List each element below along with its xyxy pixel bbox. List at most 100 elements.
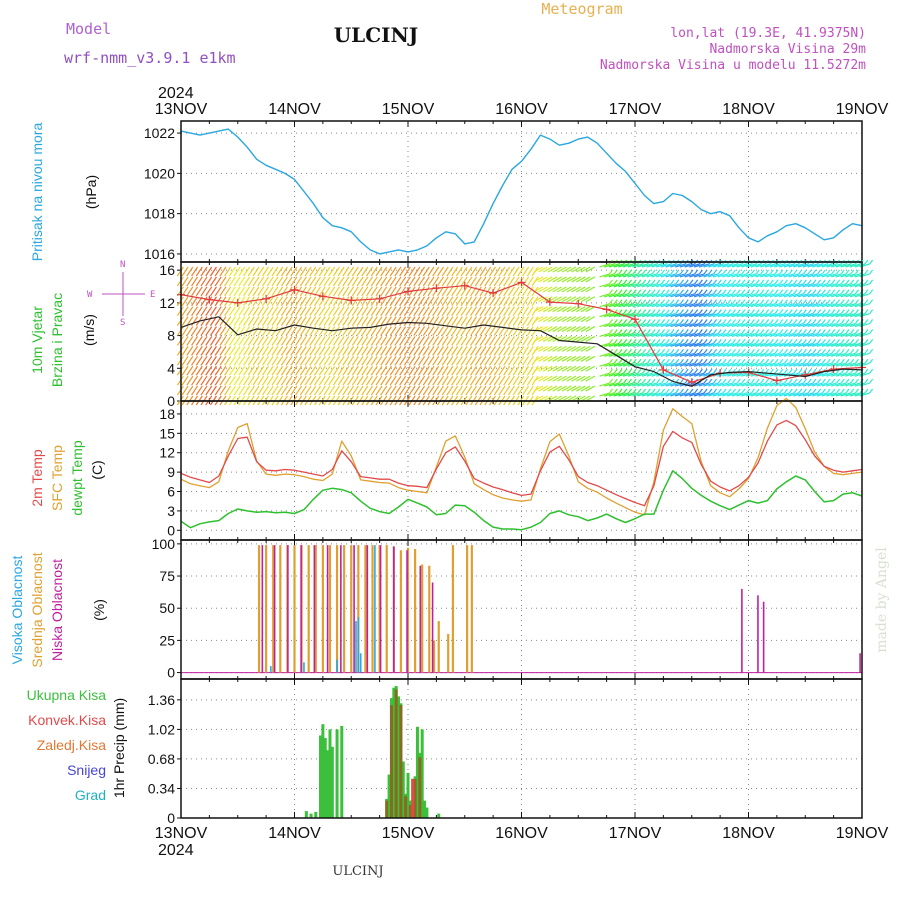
wind-barb bbox=[774, 263, 785, 268]
wind-barb-flag bbox=[679, 309, 684, 314]
wind-barb bbox=[418, 306, 426, 317]
wind-barb bbox=[200, 326, 208, 336]
wind-barb-flag bbox=[798, 358, 803, 364]
wind-barb bbox=[557, 395, 567, 402]
wind-barb-flag bbox=[632, 279, 637, 285]
wind-barb bbox=[290, 385, 298, 396]
wind-barb bbox=[618, 342, 629, 347]
wind-barb-flag bbox=[765, 299, 770, 305]
wind-barb-flag bbox=[642, 289, 647, 295]
wind-barb-flag bbox=[736, 329, 741, 334]
wind-barb bbox=[755, 382, 766, 387]
wind-barb bbox=[641, 352, 653, 357]
wind-barb bbox=[214, 385, 222, 396]
wind-barb bbox=[181, 296, 189, 307]
wind-barb bbox=[623, 392, 634, 397]
wind-barb bbox=[760, 392, 771, 397]
wind-barb-flag bbox=[722, 279, 727, 285]
wind-barb-flag bbox=[755, 309, 760, 314]
pressure-unit-label: (hPa) bbox=[83, 175, 99, 209]
wind-barb-flag bbox=[765, 289, 770, 295]
wind-barb-flag bbox=[651, 319, 656, 324]
wind-barb-flag bbox=[637, 299, 642, 305]
model-name: wrf-nmm_v3.9.1 e1km bbox=[64, 49, 236, 67]
wind-barb-flag bbox=[802, 378, 807, 384]
wind-barb bbox=[219, 286, 227, 297]
wind-barb bbox=[186, 276, 194, 287]
wind-barb-flag bbox=[727, 358, 732, 364]
wind-barb bbox=[585, 306, 596, 313]
wind-barb bbox=[608, 263, 620, 268]
wind-barb bbox=[224, 355, 232, 366]
wind-barb bbox=[816, 382, 828, 387]
wind-barb-flag bbox=[788, 299, 793, 305]
wind-barb bbox=[533, 276, 544, 283]
wind-barb bbox=[646, 273, 657, 278]
wind-barb-flag bbox=[741, 319, 746, 324]
wind-barb-flag bbox=[618, 348, 623, 354]
wind-barb bbox=[802, 293, 814, 298]
wind-barb-flag bbox=[646, 348, 651, 354]
wind-barb bbox=[741, 332, 752, 338]
wind-barb bbox=[566, 355, 577, 362]
wind-barb bbox=[408, 385, 416, 396]
wind-barb bbox=[280, 286, 288, 297]
wind-barb bbox=[708, 283, 719, 288]
wind-barb bbox=[679, 313, 691, 318]
wind-barb bbox=[209, 346, 217, 356]
wind-barb bbox=[793, 352, 804, 357]
wind-barb bbox=[698, 303, 710, 308]
wind-barb bbox=[632, 283, 643, 288]
wind-barb bbox=[850, 342, 861, 347]
wind-barb bbox=[526, 336, 534, 346]
wind-barb bbox=[774, 342, 785, 347]
wind-barb bbox=[840, 382, 851, 387]
wind-barb bbox=[840, 263, 851, 268]
wind-barb bbox=[389, 286, 397, 297]
wind-barb bbox=[233, 286, 241, 297]
wind-barb-flag bbox=[793, 378, 798, 384]
wind-barb bbox=[684, 322, 695, 328]
wind-barb bbox=[488, 296, 496, 307]
wind-barb-flag bbox=[722, 299, 727, 305]
wind-barb bbox=[812, 313, 823, 318]
wind-barb bbox=[351, 346, 359, 356]
wind-barb-flag bbox=[713, 348, 718, 354]
wind-barb bbox=[228, 385, 236, 396]
wind-barb bbox=[309, 355, 317, 366]
wind-barb bbox=[542, 296, 553, 303]
wind-barb bbox=[243, 266, 251, 277]
wind-barb-flag bbox=[802, 289, 807, 295]
wind-barb bbox=[656, 283, 667, 288]
wind-barb bbox=[238, 375, 246, 386]
wind-barb bbox=[769, 332, 780, 338]
wind-barb bbox=[835, 313, 847, 318]
wind-barb bbox=[698, 273, 710, 278]
wind-barb bbox=[503, 276, 511, 287]
wind-barb bbox=[821, 322, 832, 328]
wind-barb bbox=[637, 273, 648, 278]
wind-barb-flag bbox=[665, 309, 670, 314]
wind-barb bbox=[542, 375, 553, 382]
y-tick-label: 1018 bbox=[144, 206, 175, 222]
wind-barb bbox=[646, 362, 657, 367]
wind-barb bbox=[533, 365, 544, 372]
wind-barb bbox=[441, 266, 449, 277]
wind-barb-flag bbox=[736, 339, 741, 344]
wind-barb-flag bbox=[826, 339, 831, 344]
wind-barb bbox=[533, 306, 544, 313]
wind-barb bbox=[507, 375, 515, 386]
wind-barb-flag bbox=[651, 279, 656, 285]
wind-barb-flag bbox=[646, 309, 651, 314]
wind-barb bbox=[195, 336, 203, 346]
wind-barb bbox=[370, 286, 378, 297]
wind-barb bbox=[233, 375, 241, 386]
wind-barb bbox=[247, 336, 255, 346]
wind-barb bbox=[731, 303, 743, 308]
compass-west: W bbox=[87, 290, 93, 300]
wind-barb bbox=[656, 313, 667, 318]
wind-barb bbox=[191, 286, 199, 297]
wind-barb bbox=[323, 355, 331, 366]
wind-barb-flag bbox=[750, 279, 755, 285]
wind-barb bbox=[224, 385, 232, 396]
